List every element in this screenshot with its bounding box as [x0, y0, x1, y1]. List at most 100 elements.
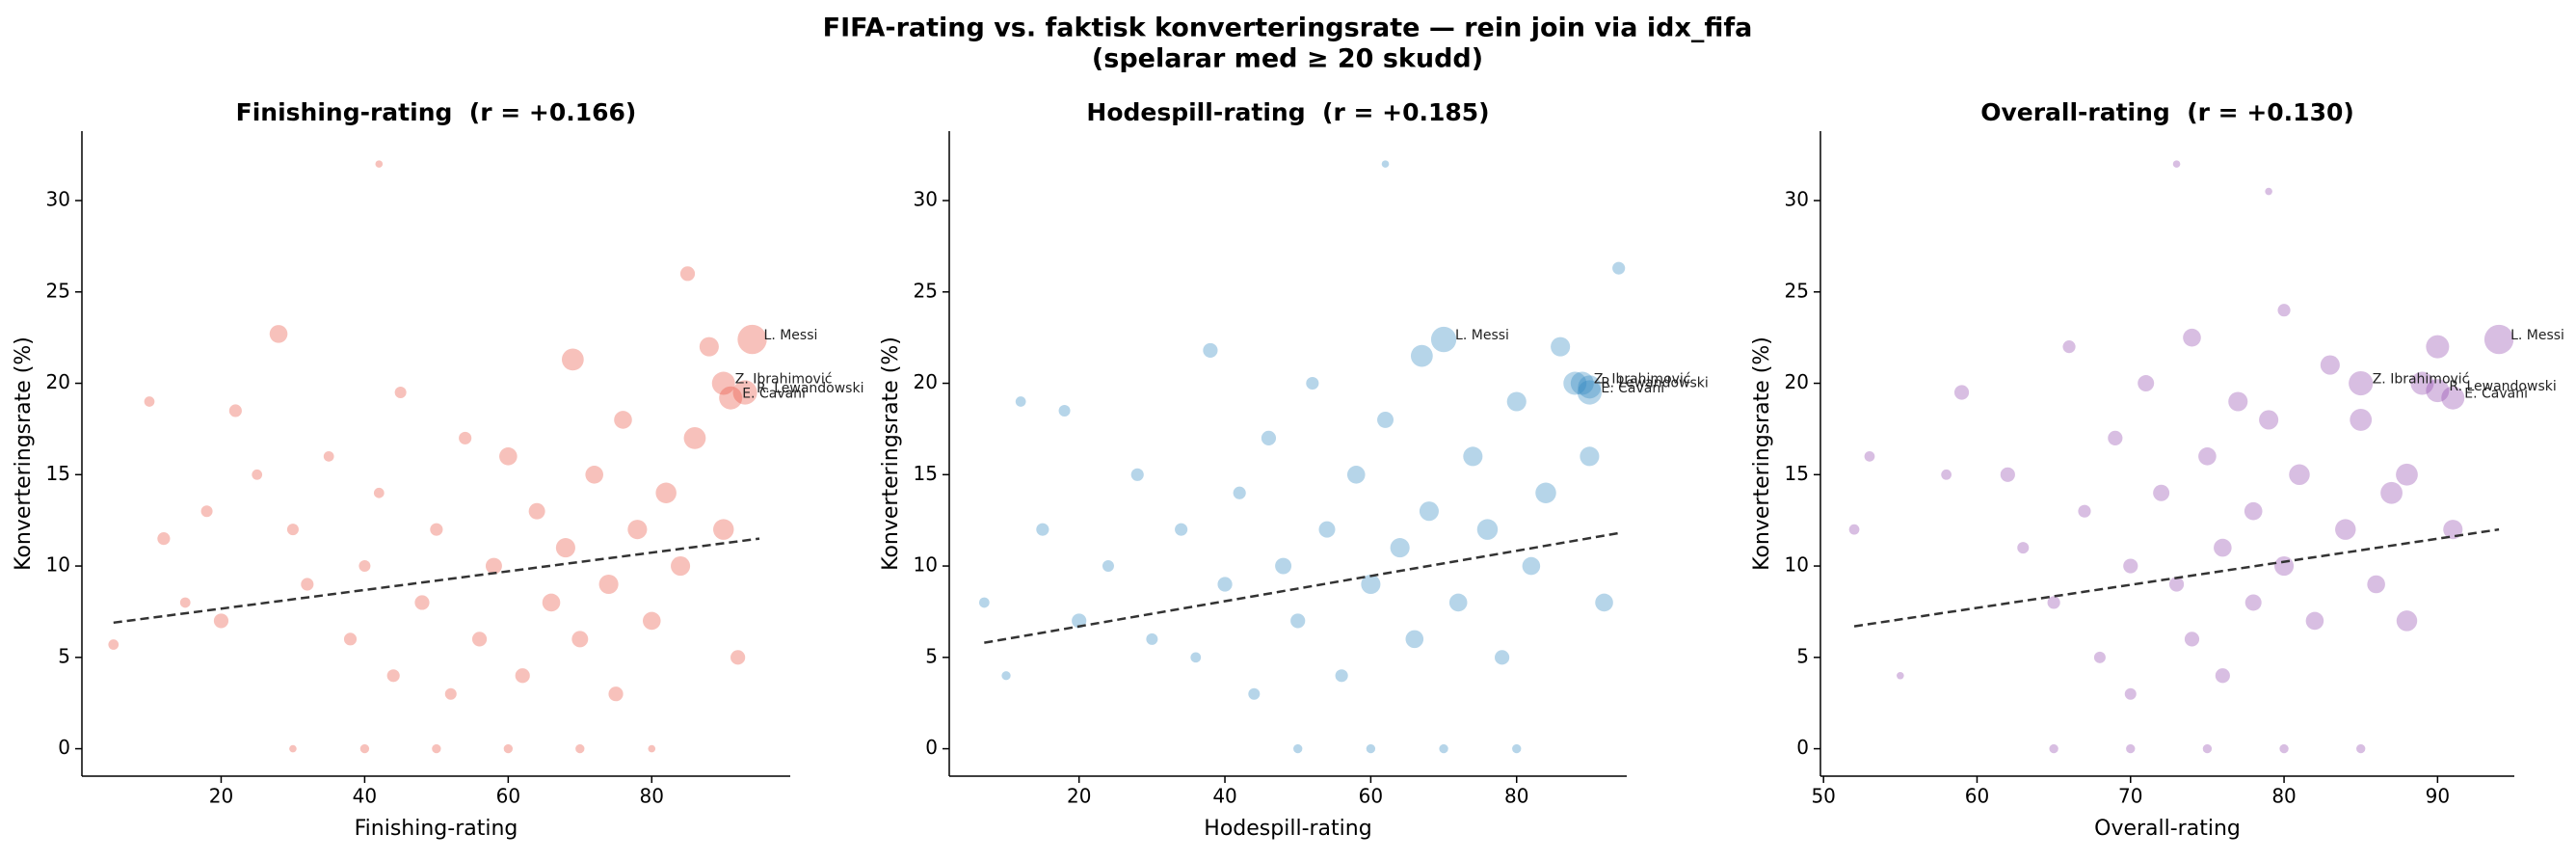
point	[2279, 743, 2289, 754]
annotation: L. Messi	[2510, 328, 2564, 343]
point	[2202, 743, 2213, 754]
point	[2410, 371, 2434, 395]
point	[2380, 481, 2403, 504]
point	[1405, 630, 1424, 649]
annotation: R. Lewandowski	[757, 381, 863, 396]
panel-title: Finishing-rating (r = +0.166)	[236, 98, 637, 126]
point	[359, 743, 370, 754]
x-tick-label: 20	[1067, 785, 1091, 808]
point	[1577, 380, 1602, 405]
x-tick-label: 20	[209, 785, 233, 808]
point	[1864, 450, 1875, 462]
point	[2426, 379, 2450, 403]
points	[1848, 160, 2514, 754]
point	[1290, 613, 1306, 629]
point	[713, 519, 734, 540]
y-tick-label: 30	[46, 188, 70, 211]
point	[1275, 557, 1292, 575]
point	[1535, 482, 1556, 503]
point	[730, 650, 746, 665]
point	[2198, 447, 2217, 466]
x-tick-label: 60	[496, 785, 520, 808]
x-tick-label: 90	[2426, 785, 2450, 808]
point	[1146, 632, 1158, 645]
point	[2138, 375, 2155, 392]
x-axis-label: Finishing-rating	[355, 817, 518, 841]
point	[1248, 687, 1261, 700]
point	[200, 505, 213, 518]
y-tick-label: 15	[1785, 462, 1809, 485]
point	[359, 560, 371, 573]
point	[2108, 430, 2123, 445]
point	[642, 611, 661, 631]
point	[2078, 504, 2091, 518]
x-tick-label: 50	[1811, 785, 1835, 808]
point	[598, 574, 619, 595]
point	[2124, 687, 2137, 700]
point	[2335, 519, 2356, 540]
annotation: R. Lewandowski	[1601, 375, 1708, 390]
point	[1233, 486, 1246, 499]
point	[1190, 652, 1202, 663]
point	[2123, 558, 2138, 574]
y-tick-label: 30	[914, 188, 938, 211]
y-tick-label: 5	[925, 644, 938, 667]
point	[2153, 484, 2170, 501]
y-tick-label: 30	[1785, 188, 1809, 211]
annotation: E. Cavani	[742, 387, 806, 402]
point	[515, 668, 530, 684]
point	[2426, 335, 2450, 359]
point	[1551, 336, 1571, 357]
y-tick-label: 20	[46, 370, 70, 393]
point	[2265, 187, 2272, 196]
point	[737, 324, 767, 355]
point	[471, 632, 488, 647]
point	[2277, 304, 2291, 317]
point	[1130, 468, 1144, 481]
point	[2184, 632, 2200, 647]
point	[2168, 577, 2185, 592]
point	[2396, 610, 2418, 632]
point	[2320, 355, 2340, 375]
y-tick-label: 5	[1796, 644, 1809, 667]
point	[2244, 501, 2263, 521]
trend-line	[1853, 527, 2500, 628]
point	[1072, 613, 1087, 629]
point	[108, 639, 120, 650]
x-tick-label: 80	[2271, 785, 2296, 808]
point	[2259, 410, 2279, 430]
annotation: Z. Ibrahimović	[2373, 372, 2470, 388]
point	[608, 686, 624, 702]
point	[1175, 523, 1188, 536]
figure-subtitle: (spelarar med ≥ 20 skudd)	[1092, 44, 1483, 74]
point	[1419, 501, 1439, 522]
point	[1578, 375, 1602, 399]
point	[1036, 523, 1049, 536]
point	[1570, 371, 1594, 395]
point	[561, 348, 584, 371]
point	[301, 578, 314, 591]
point	[386, 669, 400, 683]
y-axis-label: Konverteringsrate (%)	[1750, 336, 1774, 571]
point	[144, 396, 155, 407]
point	[1522, 556, 1541, 576]
figure-title: FIFA-rating vs. faktisk konverteringsrat…	[823, 13, 1753, 43]
point	[1058, 404, 1071, 417]
point	[571, 631, 589, 648]
point	[1366, 743, 1376, 754]
point	[459, 431, 472, 444]
y-tick-label: 15	[914, 462, 938, 485]
point	[542, 593, 561, 612]
points	[108, 160, 767, 754]
point	[1430, 326, 1457, 353]
point	[373, 487, 385, 498]
point	[2441, 386, 2465, 410]
point	[414, 595, 430, 610]
point	[269, 325, 288, 343]
point	[323, 450, 334, 462]
point	[575, 743, 585, 754]
annotation: L. Messi	[764, 328, 818, 343]
point	[228, 404, 242, 417]
point	[375, 160, 384, 168]
